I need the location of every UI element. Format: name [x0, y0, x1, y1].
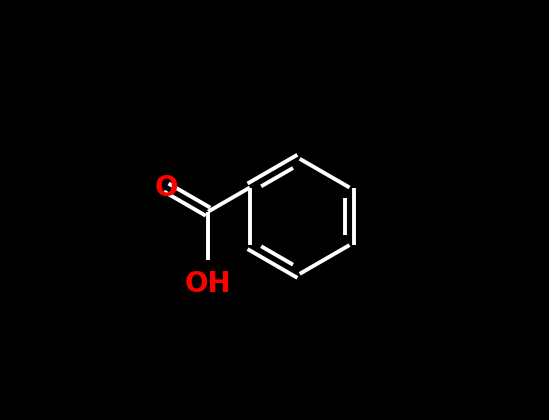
Text: OH: OH	[184, 270, 231, 299]
Text: O: O	[154, 173, 178, 202]
